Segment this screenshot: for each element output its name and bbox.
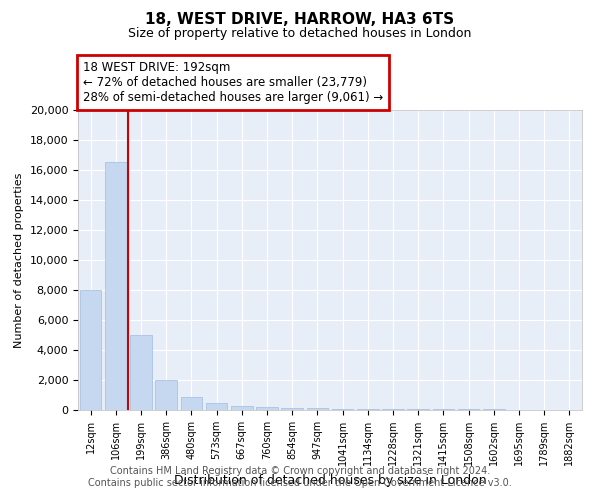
X-axis label: Distribution of detached houses by size in London: Distribution of detached houses by size …	[173, 474, 487, 486]
Bar	[130, 335, 152, 410]
Text: 18, WEST DRIVE, HARROW, HA3 6TS: 18, WEST DRIVE, HARROW, HA3 6TS	[145, 12, 455, 28]
Bar	[231, 406, 253, 410]
Bar	[155, 380, 177, 410]
Text: Contains HM Land Registry data © Crown copyright and database right 2024.
Contai: Contains HM Land Registry data © Crown c…	[88, 466, 512, 487]
Bar	[256, 407, 278, 410]
Bar	[382, 409, 404, 410]
Bar	[281, 408, 303, 410]
Y-axis label: Number of detached properties: Number of detached properties	[14, 172, 24, 348]
Bar	[433, 409, 454, 410]
Bar	[181, 396, 202, 410]
Text: 18 WEST DRIVE: 192sqm
← 72% of detached houses are smaller (23,779)
28% of semi-: 18 WEST DRIVE: 192sqm ← 72% of detached …	[83, 61, 383, 104]
Bar	[357, 409, 379, 410]
Bar	[332, 408, 353, 410]
Bar	[105, 162, 127, 410]
Bar	[407, 409, 429, 410]
Bar	[80, 290, 101, 410]
Bar	[307, 408, 328, 410]
Bar	[206, 402, 227, 410]
Text: Size of property relative to detached houses in London: Size of property relative to detached ho…	[128, 28, 472, 40]
